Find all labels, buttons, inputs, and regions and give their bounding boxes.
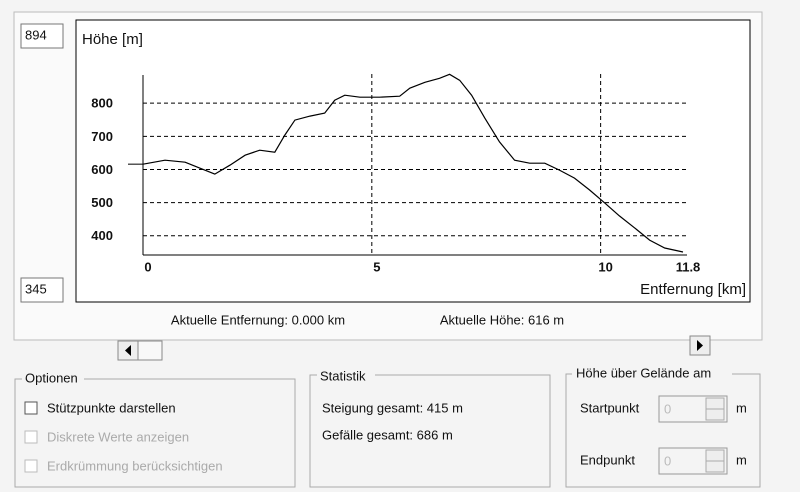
ymax-value: 894	[25, 27, 47, 42]
checkbox	[24, 459, 38, 473]
height-title: Höhe über Gelände am	[576, 365, 711, 380]
x-tick-label: 5	[373, 259, 380, 274]
scroll-thumb[interactable]	[137, 340, 163, 361]
field-label: Startpunkt	[580, 400, 640, 415]
statistics-title: Statistik	[320, 368, 366, 383]
status-height: Aktuelle Höhe: 616 m	[440, 312, 564, 327]
statistics-line: Steigung gesamt: 415 m	[322, 400, 463, 415]
spin-down	[705, 408, 725, 421]
ymax-box	[20, 23, 64, 49]
x-axis-label: Entfernung [km]	[640, 281, 746, 298]
y-tick-label: 600	[91, 162, 113, 177]
checkbox[interactable]	[24, 401, 38, 415]
checkbox-label: Erdkrümmung berücksichtigen	[47, 458, 223, 473]
statistics-line: Gefälle gesamt: 686 m	[322, 427, 453, 442]
y-tick-label: 700	[91, 129, 113, 144]
x-tick-label: 10	[598, 259, 612, 274]
field-label: Endpunkt	[580, 452, 635, 467]
y-tick-label: 400	[91, 228, 113, 243]
spin-up	[705, 397, 725, 410]
ymin-box	[20, 277, 64, 303]
field-unit: m	[736, 452, 747, 467]
x-tick-label: 11.8	[676, 259, 701, 274]
field-value: 0	[664, 453, 671, 468]
x-tick-label: 0	[144, 259, 151, 274]
spin-down	[705, 460, 725, 473]
y-tick-label: 500	[91, 195, 113, 210]
ymin-value: 345	[25, 281, 47, 296]
statistics-group	[309, 374, 551, 488]
y-tick-label: 800	[91, 96, 113, 111]
field-unit: m	[736, 400, 747, 415]
elevation-line	[142, 73, 684, 253]
checkbox-label: Diskrete Werte anzeigen	[47, 429, 189, 444]
options-title: Optionen	[25, 370, 78, 385]
spin-up	[705, 449, 725, 462]
options-group	[14, 378, 296, 488]
options-title-bg	[22, 371, 84, 387]
statistics-title-bg	[317, 369, 375, 383]
field-value: 0	[664, 401, 671, 416]
status-distance: Aktuelle Entfernung: 0.000 km	[171, 312, 345, 327]
height-title-bg	[572, 366, 732, 380]
y-axis-label: Höhe [m]	[82, 31, 143, 48]
arrow-right	[697, 340, 703, 351]
arrow-left	[125, 345, 131, 356]
checkbox	[24, 430, 38, 444]
checkbox-label: Stützpunkte darstellen	[47, 400, 176, 415]
